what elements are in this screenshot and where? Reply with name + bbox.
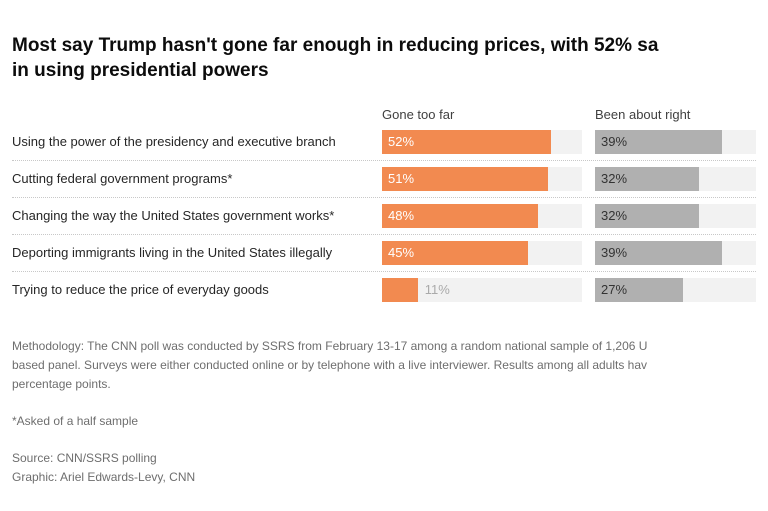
bar [595, 204, 699, 228]
methodology-line: based panel. Surveys were either conduct… [12, 358, 648, 372]
bar [382, 278, 418, 302]
chart-row: Changing the way the United States gover… [12, 204, 756, 241]
chart-row: Using the power of the presidency and ex… [12, 130, 756, 167]
bar-track: 45% [382, 241, 582, 265]
graphic-credit: Graphic: Ariel Edwards-Levy, CNN [12, 470, 196, 484]
bar [595, 278, 683, 302]
data-label: 11% [424, 282, 450, 297]
title-line: in using presidential powers [12, 60, 269, 81]
bar-track: 52% [382, 130, 582, 154]
methodology-note: Methodology: The CNN poll was conducted … [12, 337, 756, 394]
bar-track: 51% [382, 167, 582, 191]
bar [382, 241, 529, 265]
bar [595, 130, 722, 154]
source: Source: CNN/SSRS polling [12, 451, 157, 465]
data-label: 45% [388, 245, 415, 260]
data-label: 32% [601, 171, 628, 186]
bar-track: 48% [382, 204, 582, 228]
row-divider [12, 234, 756, 235]
row-divider [12, 160, 756, 161]
data-label: 39% [601, 245, 628, 260]
bar-track: 39% [595, 241, 756, 265]
category-label: Deporting immigrants living in the Unite… [12, 245, 333, 260]
category-label: Trying to reduce the price of everyday g… [12, 282, 269, 297]
data-label: 32% [601, 208, 628, 223]
footnote: *Asked of a half sample [12, 414, 139, 428]
category-label: Changing the way the United States gover… [12, 208, 335, 223]
data-label: 39% [601, 134, 628, 149]
bar [595, 241, 722, 265]
data-label: 48% [388, 208, 415, 223]
legend-been-about-right: Been about right [595, 107, 691, 122]
data-label: 51% [388, 171, 415, 186]
chart-row: Trying to reduce the price of everyday g… [12, 278, 756, 315]
data-label: 27% [601, 282, 628, 297]
methodology-line: percentage points. [12, 377, 111, 391]
row-divider [12, 197, 756, 198]
category-label: Cutting federal government programs* [12, 171, 233, 186]
bar [382, 130, 551, 154]
bar-track: 11% [382, 278, 582, 302]
bar [595, 167, 699, 191]
title-line: Most say Trump hasn't gone far enough in… [12, 35, 659, 56]
bar-track: 32% [595, 167, 756, 191]
bar [382, 204, 538, 228]
bar-track: 27% [595, 278, 756, 302]
bar [382, 167, 548, 191]
legend-gone-too-far: Gone too far [382, 107, 455, 122]
data-label: 52% [388, 134, 415, 149]
chart-title: Most say Trump hasn't gone far enough in… [12, 33, 756, 83]
chart-row: Cutting federal government programs* 51% 3… [12, 167, 756, 204]
bar-track: 39% [595, 130, 756, 154]
methodology-line: Methodology: The CNN poll was conducted … [12, 339, 648, 353]
chart-row: Deporting immigrants living in the Unite… [12, 241, 756, 278]
category-label: Using the power of the presidency and ex… [12, 134, 336, 149]
row-divider [12, 271, 756, 272]
bar-track: 32% [595, 204, 756, 228]
